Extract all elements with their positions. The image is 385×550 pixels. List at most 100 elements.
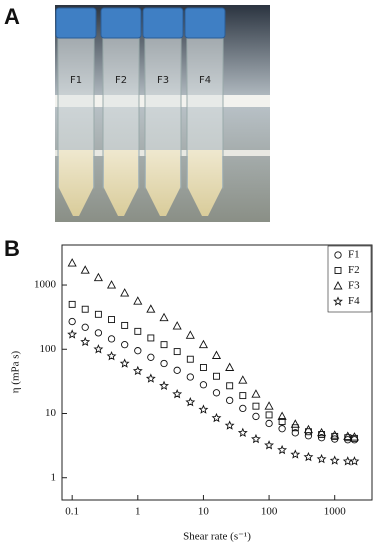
point — [121, 340, 129, 349]
chart: Shear rate (s⁻¹) η (mPa s) 0.1 1 10 100 1000… — [10, 244, 373, 543]
point — [199, 364, 207, 371]
point — [134, 327, 142, 335]
tube-label: F2 — [115, 75, 127, 86]
x-tick-label: 10 — [198, 506, 210, 518]
point — [211, 350, 222, 359]
point — [265, 419, 273, 428]
tube-label: F3 — [157, 75, 169, 86]
point — [264, 440, 274, 450]
y-tick-label: 1000 — [34, 279, 57, 291]
point — [252, 412, 260, 421]
point — [290, 419, 300, 428]
legend-marker — [334, 267, 342, 274]
point — [225, 362, 235, 371]
point — [119, 358, 130, 368]
point — [67, 329, 78, 339]
tube-liquid — [146, 150, 180, 216]
point — [107, 335, 116, 343]
point — [343, 431, 353, 440]
point — [251, 389, 261, 398]
point — [239, 404, 247, 413]
point — [147, 353, 155, 361]
point — [132, 365, 143, 376]
tube-label: F4 — [199, 75, 211, 86]
point — [277, 444, 288, 455]
point — [239, 392, 247, 400]
point — [106, 280, 117, 289]
y-tick-label: 10 — [45, 407, 57, 419]
point — [67, 258, 77, 267]
legend-marker — [333, 296, 343, 306]
point — [330, 430, 340, 439]
point — [329, 455, 340, 465]
point — [265, 411, 273, 419]
point — [316, 453, 327, 464]
tube-label: F1 — [70, 75, 82, 86]
point — [303, 451, 314, 462]
tube-cap — [55, 7, 97, 39]
panel-label: A — [4, 4, 20, 29]
tube-liquid — [188, 150, 222, 216]
tube-liquid — [59, 150, 93, 216]
point — [278, 418, 286, 425]
point — [349, 456, 360, 466]
point — [185, 397, 196, 407]
x-tick-label: 1 — [135, 506, 141, 518]
point — [251, 433, 261, 444]
point — [68, 300, 76, 308]
point — [106, 351, 117, 361]
point — [198, 339, 208, 349]
point — [80, 265, 90, 274]
y-tick-label: 1 — [51, 471, 57, 483]
x-tick-label: 100 — [261, 506, 278, 518]
point — [108, 316, 115, 324]
point — [226, 382, 234, 390]
point — [349, 432, 360, 441]
point — [121, 321, 129, 329]
y-axis-title: η (mPa s) — [10, 350, 22, 393]
legend-marker — [334, 251, 342, 259]
point — [291, 429, 299, 437]
point — [252, 402, 260, 410]
x-tick-label: 1000 — [324, 506, 347, 518]
point — [211, 412, 222, 423]
point — [291, 424, 299, 432]
point — [303, 424, 314, 434]
point — [226, 396, 234, 405]
point — [238, 375, 248, 384]
photo: F1 F2 F3 F4 — [55, 5, 270, 222]
point — [198, 404, 209, 414]
point — [304, 432, 313, 440]
point — [81, 323, 89, 331]
point — [199, 381, 208, 389]
legend-label: F2 — [348, 264, 360, 276]
point — [133, 296, 143, 305]
tubes: F1 F2 F3 F4 — [55, 7, 226, 216]
point — [134, 347, 142, 355]
point — [160, 359, 168, 368]
point — [94, 310, 102, 318]
x-axis-title: Shear rate (s⁻¹) — [183, 531, 251, 543]
point — [264, 401, 274, 410]
point — [159, 380, 169, 390]
point — [80, 336, 91, 347]
point — [342, 456, 353, 466]
point — [173, 366, 181, 374]
point — [94, 329, 103, 337]
point — [68, 317, 76, 326]
panel-label: B — [4, 236, 20, 261]
point — [213, 372, 220, 380]
y-tick-label: 100 — [40, 343, 57, 355]
legend-label: F3 — [348, 280, 360, 292]
point — [173, 348, 181, 356]
point — [317, 427, 327, 437]
point — [120, 288, 130, 297]
point — [160, 341, 168, 349]
point — [237, 427, 248, 438]
point — [224, 420, 235, 430]
legend-label: F1 — [348, 249, 360, 261]
point — [278, 425, 286, 433]
point — [145, 373, 156, 383]
